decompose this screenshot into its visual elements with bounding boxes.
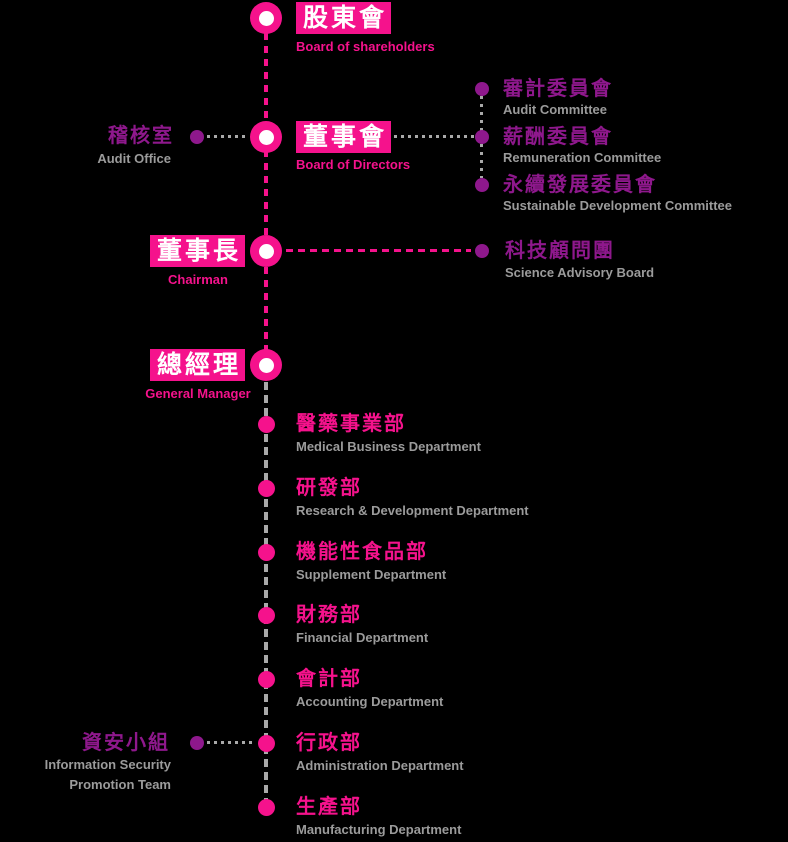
department-supplement-subtitle: Supplement Department	[296, 567, 447, 582]
department-manufacturing-title: 生產部	[296, 796, 362, 818]
department-manufacturing-dot	[258, 799, 275, 816]
chairman-node-marker	[250, 235, 282, 267]
audit-office-connector	[207, 135, 249, 138]
shareholders-title: 股東會	[296, 2, 391, 34]
department-financial-dot	[258, 607, 275, 624]
shareholders-node-marker	[250, 2, 282, 34]
department-financial-subtitle: Financial Department	[296, 630, 429, 645]
committee-audit-dot	[475, 82, 489, 96]
trunk-line-bottom	[264, 382, 268, 806]
department-accounting-subtitle: Accounting Department	[296, 694, 444, 709]
directors-node-marker	[250, 121, 282, 153]
security-team-title: 資安小組	[82, 732, 170, 754]
chairman-subtitle: Chairman	[168, 272, 228, 287]
department-medical-subtitle: Medical Business Department	[296, 439, 481, 454]
security-team-subtitle-line2: Promotion Team	[69, 777, 171, 792]
general-manager-node-marker	[250, 349, 282, 381]
committee-sustainable-subtitle: Sustainable Development Committee	[503, 198, 732, 213]
department-rnd-dot	[258, 480, 275, 497]
department-manufacturing-subtitle: Manufacturing Department	[296, 822, 462, 837]
committees-connector	[394, 135, 474, 138]
department-administration-dot	[258, 735, 275, 752]
department-supplement-title: 機能性食品部	[296, 541, 428, 563]
department-accounting-title: 會計部	[296, 668, 362, 690]
department-supplement-dot	[258, 544, 275, 561]
advisory-connector	[286, 249, 471, 252]
committee-sustainable-title: 永續發展委員會	[503, 174, 657, 196]
advisory-title: 科技顧問團	[505, 240, 615, 262]
committee-remuneration-title: 薪酬委員會	[503, 126, 613, 148]
directors-subtitle: Board of Directors	[296, 157, 411, 172]
audit-office-dot	[190, 130, 204, 144]
advisory-dot	[475, 244, 489, 258]
audit-office-title: 稽核室	[108, 125, 174, 147]
general-manager-title: 總經理	[150, 349, 245, 381]
trunk-line-top	[264, 20, 268, 351]
committee-audit-subtitle: Audit Committee	[503, 102, 607, 117]
committee-remuneration-subtitle: Remuneration Committee	[503, 150, 662, 165]
department-rnd-title: 研發部	[296, 477, 362, 499]
security-team-dot	[190, 736, 204, 750]
department-administration-title: 行政部	[296, 732, 362, 754]
department-medical-title: 醫藥事業部	[296, 413, 406, 435]
department-financial-title: 財務部	[296, 604, 362, 626]
committee-audit-title: 審計委員會	[503, 78, 613, 100]
directors-title: 董事會	[296, 121, 391, 153]
security-team-subtitle-line1: Information Security	[44, 757, 171, 772]
department-administration-subtitle: Administration Department	[296, 758, 464, 773]
shareholders-subtitle: Board of shareholders	[296, 39, 435, 54]
committee-remuneration-dot	[475, 130, 489, 144]
general-manager-subtitle: General Manager	[145, 386, 251, 401]
security-team-connector	[207, 741, 256, 744]
advisory-subtitle: Science Advisory Board	[505, 265, 655, 280]
audit-office-subtitle: Audit Office	[97, 151, 171, 166]
department-accounting-dot	[258, 671, 275, 688]
department-medical-dot	[258, 416, 275, 433]
chairman-title: 董事長	[150, 235, 245, 267]
committee-sustainable-dot	[475, 178, 489, 192]
department-rnd-subtitle: Research & Development Department	[296, 503, 529, 518]
